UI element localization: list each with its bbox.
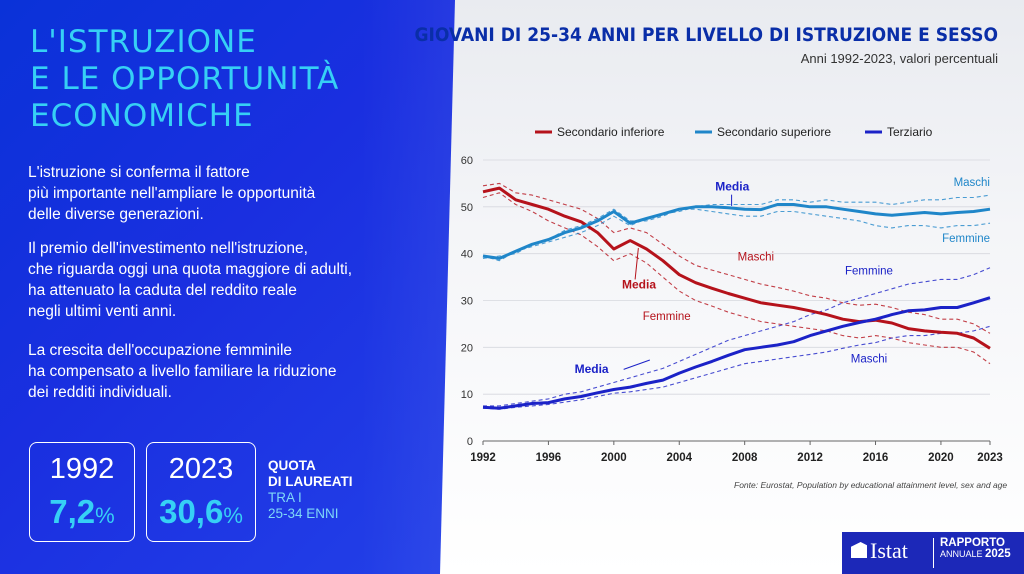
paragraph-1: L'istruzione si conferma il fattore più …: [28, 162, 398, 225]
annotation-arrow: [634, 247, 639, 280]
paragraph-3: La crescita dell'occupazione femminile h…: [28, 340, 398, 403]
footer-divider: [933, 538, 934, 568]
stat-year: 2023: [168, 453, 234, 485]
quota-line-1: QUOTA: [268, 458, 316, 473]
series-line-inf_f: [482, 192, 991, 365]
stat-number: 7,2: [49, 493, 96, 530]
x-tick-label: 2004: [666, 452, 692, 464]
stat-value: 7,2%: [30, 493, 134, 531]
series-line-sup_m: [482, 194, 991, 262]
istat-brand: Istat: [870, 538, 908, 563]
chart-annotations: Media Media Media Maschi Femmine Maschi Femmin…: [575, 177, 990, 376]
chart-panel: [440, 0, 1024, 574]
annotation-media-inf: Media: [622, 277, 656, 291]
y-tick-label: 10: [461, 389, 473, 401]
annotation-sup-femmine: Femmine: [942, 233, 990, 245]
x-tick-label: 2020: [928, 452, 954, 464]
x-tick-label: 2000: [601, 452, 627, 464]
series-line-sup_f: [482, 208, 991, 259]
series-line-sup: [482, 203, 991, 260]
section-title-line-3: ECONOMICHE: [30, 98, 254, 134]
chart-source: Fonte: Eurostat, Population by education…: [734, 480, 1008, 490]
legend-label-ter: Terziario: [887, 125, 933, 139]
paragraph-line: La crescita dell'occupazione femminile: [28, 342, 293, 359]
chart-title: GIOVANI DI 25-34 ANNI PER LIVELLO DI IST…: [414, 24, 998, 46]
x-tick-label: 2008: [732, 452, 758, 464]
paragraph-line: negli ultimi venti anni.: [28, 303, 177, 320]
chart-axes: 0 10 20 30 40 50 60 1992 1996 2000 2004 2008 2012 201…: [461, 155, 1003, 464]
x-tick-label: 2016: [863, 452, 889, 464]
stat-value: 30,6%: [147, 493, 255, 531]
report-label: RAPPORTO ANNUALE 2025: [940, 537, 1011, 560]
stat-year: 1992: [49, 453, 115, 485]
paragraph-line: ha compensato a livello familiare la rid…: [28, 363, 337, 380]
legend-label-inf: Secondario inferiore: [557, 125, 665, 139]
istat-logo-icon: [851, 542, 867, 558]
series-line-inf: [482, 186, 991, 350]
chart-subtitle: Anni 1992-2023, valori percentuali: [800, 51, 998, 66]
paragraph-2: Il premio dell'investimento nell'istruzi…: [28, 238, 398, 322]
left-panel: L'ISTRUZIONE E LE OPPORTUNITÀ ECONOMICHE…: [0, 0, 455, 574]
stat-unit: %: [95, 503, 115, 528]
x-tick-label: 2023: [977, 452, 1003, 464]
stat-box-1992: 1992 7,2%: [29, 442, 135, 542]
stat-box-2023: 2023 30,6%: [146, 442, 256, 542]
report-line-2: ANNUALE 2025: [940, 548, 1011, 560]
report-line-1: RAPPORTO: [940, 537, 1005, 549]
paragraph-line: ha attenuato la caduta del reddito reale: [28, 282, 297, 299]
annotation-inf-maschi: Maschi: [738, 252, 774, 264]
quota-line-3: TRA I: [268, 490, 302, 505]
y-tick-label: 30: [461, 296, 473, 308]
y-tick-label: 20: [461, 342, 473, 354]
legend-label-sup: Secondario superiore: [717, 125, 831, 139]
y-tick-label: 50: [461, 202, 473, 214]
section-title-line-2: E LE OPPORTUNITÀ: [30, 61, 340, 97]
series-line-ter_f: [483, 267, 991, 407]
y-tick-label: 0: [467, 436, 473, 448]
x-tick-label: 1992: [470, 452, 496, 464]
stat-unit: %: [223, 503, 243, 528]
series-line-ter_m: [482, 325, 991, 410]
stat-number: 30,6: [159, 493, 224, 530]
annotation-media-ter: Media: [575, 362, 609, 376]
paragraph-line: più importante nell'ampliare le opportun…: [28, 185, 316, 202]
chart-series: [482, 182, 991, 410]
annotation-inf-femmine: Femmine: [643, 311, 691, 323]
x-tick-label: 1996: [536, 452, 562, 464]
paragraph-line: che riguarda oggi una quota maggiore di …: [28, 261, 353, 278]
annotation-media-sup: Media: [715, 179, 749, 193]
series-line-ter: [482, 296, 991, 410]
paragraph-line: L'istruzione si conferma il fattore: [28, 164, 250, 181]
report-year: 2025: [985, 548, 1011, 560]
annotation-ter-femmine: Femmine: [845, 266, 893, 278]
y-tick-label: 60: [461, 155, 473, 167]
paragraph-line: dei redditi individuali.: [28, 384, 172, 401]
annotation-arrow: [623, 359, 650, 370]
quota-line-4: 25-34 ENNI: [268, 506, 339, 521]
annotation-sup-maschi: Maschi: [954, 177, 990, 189]
x-tick-label: 2012: [797, 452, 823, 464]
y-tick-label: 40: [461, 249, 473, 261]
annotation-ter-maschi: Maschi: [851, 353, 887, 365]
paragraph-line: Il premio dell'investimento nell'istruzi…: [28, 240, 308, 257]
quota-label: QUOTA DI LAUREATI TRA I 25-34 ENNI: [268, 458, 353, 522]
report-annuale: ANNUALE: [940, 549, 986, 559]
quota-line-2: DI LAUREATI: [268, 474, 353, 489]
paragraph-line: delle diverse generazioni.: [28, 206, 204, 223]
chart-legend: Secondario inferiore Secondario superior…: [535, 125, 933, 139]
section-title-line-1: L'ISTRUZIONE: [30, 24, 257, 60]
